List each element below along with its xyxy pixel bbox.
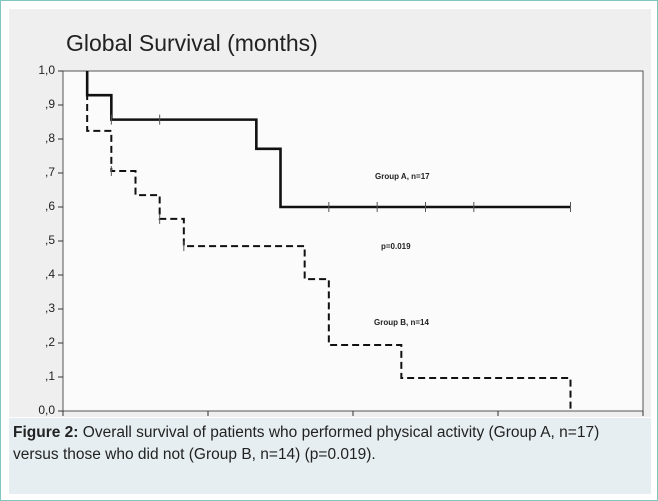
y-tick-label: ,3 [45, 301, 55, 315]
y-tick-label: ,8 [45, 131, 55, 145]
y-tick-label: ,9 [45, 97, 55, 111]
y-tick-label: ,1 [45, 369, 55, 383]
y-tick-label: ,5 [45, 233, 55, 247]
plot-area [62, 70, 644, 412]
survival-curve [86, 71, 572, 411]
survival-curve [85, 71, 571, 209]
chart-title: Global Survival (months) [66, 30, 318, 56]
y-tick-label: ,2 [45, 335, 55, 349]
caption-label: Figure 2: [13, 424, 79, 441]
y-tick-label: 0,0 [38, 403, 55, 417]
series-label: Group A, n=17 [375, 172, 430, 181]
y-tick-label: 1,0 [38, 63, 55, 77]
y-tick-label: ,4 [45, 267, 55, 281]
series-label: Group B, n=14 [374, 318, 429, 327]
y-tick-label: ,6 [45, 199, 55, 213]
chart: Global Survival (months) 0,0 ,1 ,2 ,3 ,4 ,5 ,6… [9, 9, 651, 417]
caption-text: Overall survival of patients who perform… [13, 424, 600, 463]
y-tick-label: ,7 [45, 165, 55, 179]
caption: Figure 2: Overall survival of patients w… [9, 418, 651, 494]
annotation: p=0.019 [381, 242, 411, 251]
